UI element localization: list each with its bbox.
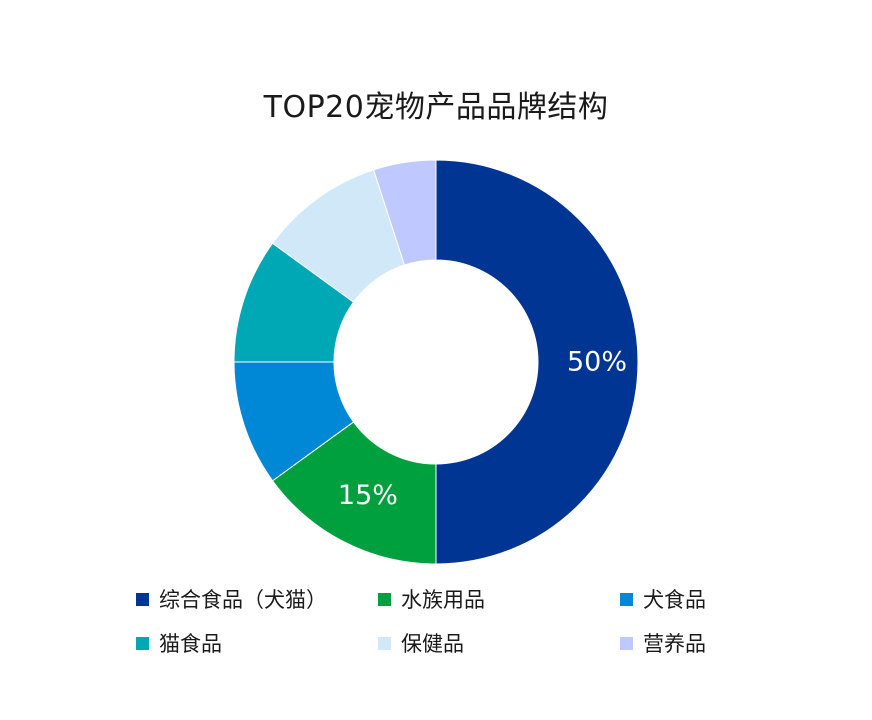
legend-label: 保健品 (401, 632, 464, 656)
legend-item-1: 综合食品（犬猫） (136, 586, 378, 612)
legend-item-3: 犬食品 (620, 586, 780, 612)
legend-swatch (378, 636, 391, 650)
legend-swatch (136, 636, 149, 650)
legend-label: 综合食品（犬猫） (159, 588, 327, 612)
legend-item-5: 保健品 (378, 630, 620, 656)
legend-label: 营养品 (643, 632, 706, 656)
donut-slice-6 (372, 159, 437, 266)
legend-item-4: 猫食品 (136, 630, 378, 656)
chart-legend: 综合食品（犬猫） 水族用品 犬食品猫食品 保健品 营养品 (136, 586, 776, 656)
legend-label: 猫食品 (159, 632, 222, 656)
donut-slice-1 (435, 159, 639, 565)
legend-swatch (378, 592, 391, 606)
legend-swatch (620, 636, 633, 650)
donut-slice-2 (271, 421, 437, 565)
legend-swatch (620, 592, 633, 606)
legend-swatch (136, 592, 149, 606)
chart-title: TOP20宠物产品品牌结构 (263, 90, 609, 125)
data-label-2: 15% (338, 480, 398, 511)
donut-chart: 50% 15% (233, 159, 639, 565)
legend-item-2: 水族用品 (378, 586, 620, 612)
legend-label: 犬食品 (643, 588, 706, 612)
legend-item-6: 营养品 (620, 630, 780, 656)
legend-label: 水族用品 (401, 588, 485, 612)
data-label-1: 50% (567, 347, 627, 378)
